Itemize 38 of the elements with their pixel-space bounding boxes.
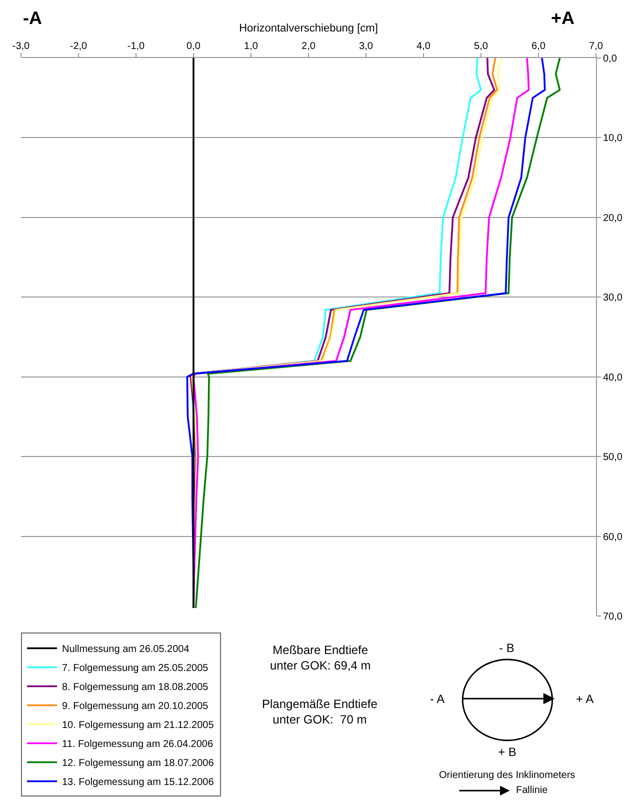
text: Orientierung des Inklinometers — [439, 770, 576, 781]
y-tick-label: 10,0 — [603, 133, 623, 144]
y-tick-label: 30,0 — [603, 292, 623, 304]
x-tick-label: -1,0 — [127, 41, 146, 52]
x-tick-label: -3,0 — [12, 41, 30, 52]
y-tick-label: 0,0 — [603, 54, 618, 64]
y-tick-label: 70,0 — [603, 612, 623, 622]
y-tick-label: 40,0 — [603, 372, 623, 384]
x-tick-label: 5,0 — [474, 41, 488, 52]
x-tick-label: -2,0 — [70, 41, 88, 52]
text: + A — [576, 692, 594, 706]
y-tick-label: 60,0 — [603, 532, 623, 543]
text: Fallinie — [516, 785, 548, 796]
text: + B — [498, 745, 516, 759]
y-tick-label: 20,0 — [603, 212, 623, 224]
x-tick-label: 6,0 — [532, 41, 546, 52]
legend-label: 9. Folgemessung am 20.10.2005 — [62, 701, 209, 712]
x-tick-label: 2,0 — [302, 41, 316, 52]
legend-label: 7. Folgemessung am 25.05.2005 — [62, 663, 209, 674]
y-tick-label: 50,0 — [603, 452, 623, 464]
text: Meßbare Endtiefe unter GOK: 69,4 m — [270, 643, 371, 673]
legend-label: Nullmessung am 26.05.2004 — [62, 644, 190, 656]
x-tick-label: 3,0 — [359, 41, 374, 52]
legend-label: 8. Folgemessung am 18.08.2005 — [62, 682, 209, 694]
x-tick-label: 7,0 — [589, 41, 604, 52]
x-tick-label: 4,0 — [416, 41, 431, 52]
x-tick-label: 0,0 — [186, 41, 201, 52]
legend-label: 10. Folgemessung am 21.12.2005 — [62, 720, 214, 732]
x-tick-label: 1,0 — [244, 41, 258, 52]
text: - A — [430, 692, 445, 706]
legend-label: 12. Folgemessung am 18.07.2006 — [62, 758, 214, 770]
text: +A — [551, 8, 575, 28]
text: Plangemäße Endtiefe unter GOK: 70 m — [262, 697, 378, 727]
text: - B — [499, 641, 514, 655]
legend-label: 13. Folgemessung am 15.12.2006 — [62, 777, 214, 788]
legend-label: 11. Folgemessung am 26.04.2006 — [62, 739, 214, 750]
text: -A — [23, 8, 42, 28]
x-axis-title: Horizontalverschiebung [cm] — [239, 22, 378, 35]
